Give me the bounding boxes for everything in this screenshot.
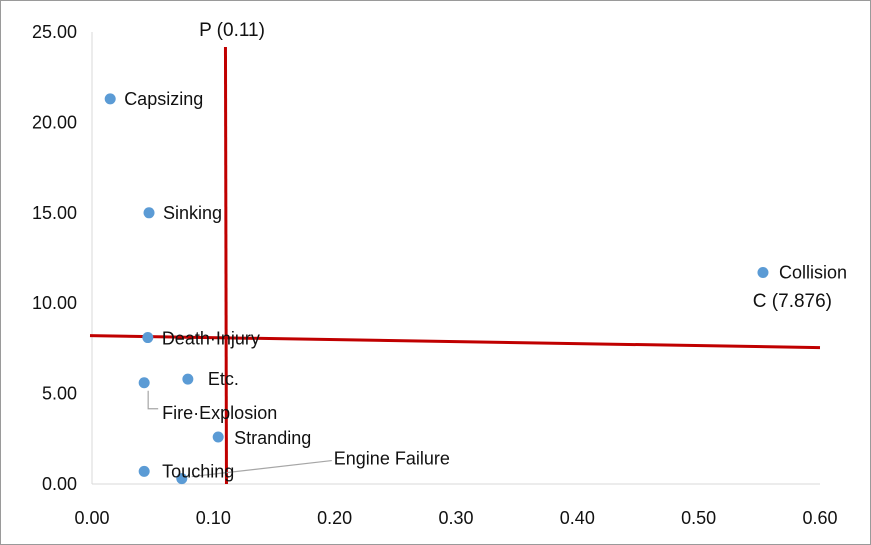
data-point <box>212 431 224 443</box>
y-tick-label: 10.00 <box>32 293 77 313</box>
x-tick-label: 0.40 <box>560 508 595 528</box>
reference-line-p <box>223 46 228 485</box>
reference-line-c <box>89 334 821 350</box>
y-tick-label: 15.00 <box>32 203 77 223</box>
data-point <box>142 332 154 344</box>
data-label: Capsizing <box>124 89 203 109</box>
reference-label-c: C (7.876) <box>753 291 832 312</box>
data-label: Touching <box>162 461 234 481</box>
data-point <box>176 473 188 485</box>
leader-line <box>147 390 159 410</box>
data-points <box>104 93 769 485</box>
data-label: Death·Injury <box>162 329 260 349</box>
x-tick-label: 0.60 <box>802 508 837 528</box>
axes: 0.00 0.10 0.20 0.30 0.40 0.50 0.60 0.00 5.00 10.0… <box>32 22 838 528</box>
data-point <box>143 207 155 219</box>
data-label: Collision <box>779 262 847 282</box>
y-tick-label: 25.00 <box>32 22 77 42</box>
reference-lines: P (0.11) C (7.876) <box>89 20 832 485</box>
x-tick-label: 0.30 <box>438 508 473 528</box>
leader-line <box>191 459 332 478</box>
leader-lines <box>147 390 332 478</box>
data-point <box>757 266 769 278</box>
reference-label-p: P (0.11) <box>199 20 265 41</box>
y-tick-label: 20.00 <box>32 112 77 132</box>
y-tick-label: 0.00 <box>42 474 77 494</box>
data-point <box>138 465 150 477</box>
data-point <box>182 373 194 385</box>
x-tick-label: 0.20 <box>317 508 352 528</box>
data-point <box>138 377 150 389</box>
data-label: Stranding <box>234 428 311 448</box>
data-label: Engine Failure <box>334 449 450 469</box>
data-point <box>104 93 116 105</box>
data-label: Etc. <box>208 369 239 389</box>
data-label: Sinking <box>163 203 222 223</box>
data-label: Fire·Explosion <box>162 403 277 423</box>
x-tick-label: 0.00 <box>74 508 109 528</box>
x-tick-label: 0.10 <box>196 508 231 528</box>
x-tick-label: 0.50 <box>681 508 716 528</box>
point-labels: Capsizing Sinking Collision Death·Injury Etc… <box>124 89 847 481</box>
y-tick-label: 5.00 <box>42 384 77 404</box>
